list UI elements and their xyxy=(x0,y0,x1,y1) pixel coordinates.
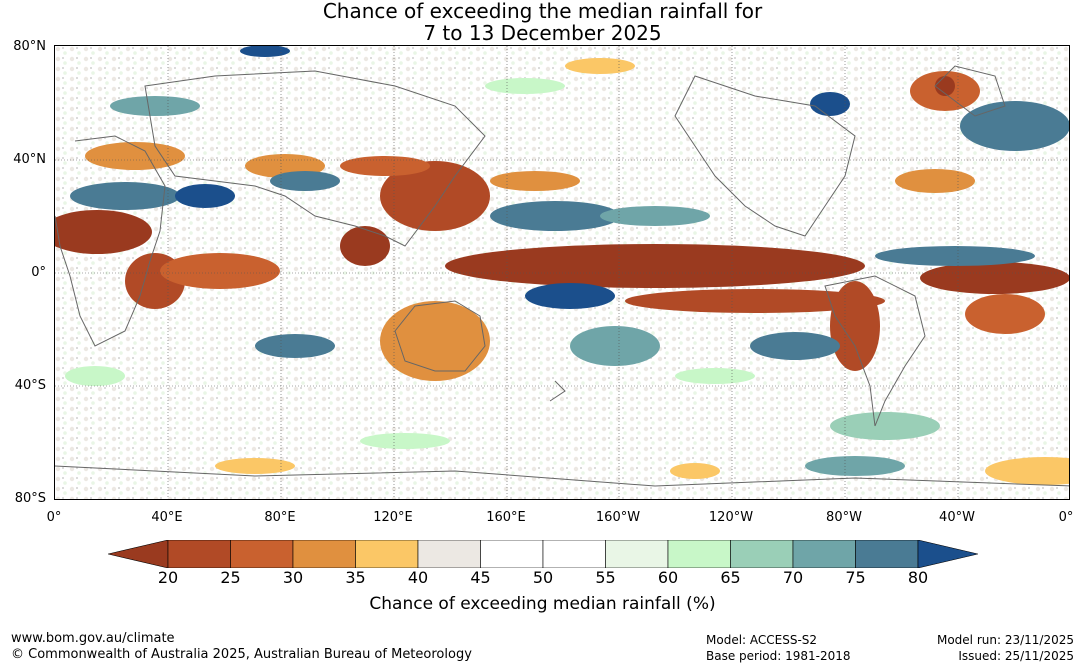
map-title-line2: 7 to 13 December 2025 xyxy=(423,21,662,45)
graticule xyxy=(55,46,1069,499)
colorbar-tick-label: 40 xyxy=(407,568,429,587)
colorbar-tick-label: 75 xyxy=(845,568,866,587)
colorbar-tick-label: 60 xyxy=(657,568,679,587)
colorbar-tick-label: 25 xyxy=(220,568,241,587)
colorbar-tick-label: 80 xyxy=(907,568,929,587)
rainfall-map-graphic xyxy=(55,46,1069,499)
lat-label-40n: 40°N xyxy=(13,152,46,167)
lon-label-160e: 160°E xyxy=(486,510,526,525)
lat-label-80n: 80°N xyxy=(13,39,46,54)
colorbar-segment xyxy=(355,540,419,568)
rainfall-map xyxy=(54,45,1070,500)
footer-issued: Issued: 25/11/2025 xyxy=(958,649,1074,663)
footer-model-run: Model run: 23/11/2025 xyxy=(936,633,1074,647)
colorbar-min-arrow xyxy=(108,540,169,568)
lon-label-0-east: 0° xyxy=(1058,510,1074,525)
colorbar-tick-label: 45 xyxy=(470,568,491,587)
lon-label-0: 0° xyxy=(46,510,62,525)
colorbar-segment xyxy=(730,540,794,568)
colorbar-tick-label: 30 xyxy=(282,568,304,587)
footer-url: www.bom.gov.au/climate xyxy=(11,631,175,646)
colorbar-segment xyxy=(417,540,481,568)
colorbar-tick-label: 65 xyxy=(720,568,741,587)
colorbar-max-arrow xyxy=(917,540,978,568)
colorbar-segment xyxy=(167,540,231,568)
colorbar-tick-label: 70 xyxy=(782,568,804,587)
colorbar-segment xyxy=(480,540,544,568)
colorbar-segment xyxy=(855,540,919,568)
colorbar-tick-label: 35 xyxy=(345,568,366,587)
footer-base-period: Base period: 1981-2018 xyxy=(706,649,851,663)
colorbar-segment xyxy=(230,540,294,568)
rainfall-anomaly-layer xyxy=(55,46,1069,485)
footer-model: Model: ACCESS-S2 xyxy=(706,633,818,647)
lat-label-40s: 40°S xyxy=(14,378,46,393)
lon-label-40e: 40°E xyxy=(151,510,183,525)
lon-label-120e: 120°E xyxy=(373,510,413,525)
lat-label-equator: 0° xyxy=(31,265,46,280)
colorbar-tick-label: 50 xyxy=(532,568,554,587)
footer-copyright: © Commonwealth of Australia 2025, Austra… xyxy=(11,647,472,662)
colorbar-segment xyxy=(292,540,356,568)
colorbar-label: Chance of exceeding median rainfall (%) xyxy=(369,594,716,614)
colorbar xyxy=(108,540,978,568)
coastlines xyxy=(55,65,1069,487)
lon-label-80e: 80°E xyxy=(264,510,296,525)
lon-label-160w: 160°W xyxy=(595,510,641,525)
lon-label-120w: 120°W xyxy=(708,510,754,525)
colorbar-segment xyxy=(605,540,669,568)
lat-label-80s: 80°S xyxy=(14,491,46,506)
lon-label-80w: 80°W xyxy=(826,510,862,525)
colorbar-segment xyxy=(667,540,731,568)
colorbar-segment xyxy=(542,540,606,568)
colorbar-segment xyxy=(792,540,856,568)
colorbar-tick-label: 55 xyxy=(595,568,616,587)
map-title-line1: Chance of exceeding the median rainfall … xyxy=(322,0,763,23)
colorbar-tick-label: 20 xyxy=(157,568,179,587)
lon-label-40w: 40°W xyxy=(939,510,975,525)
